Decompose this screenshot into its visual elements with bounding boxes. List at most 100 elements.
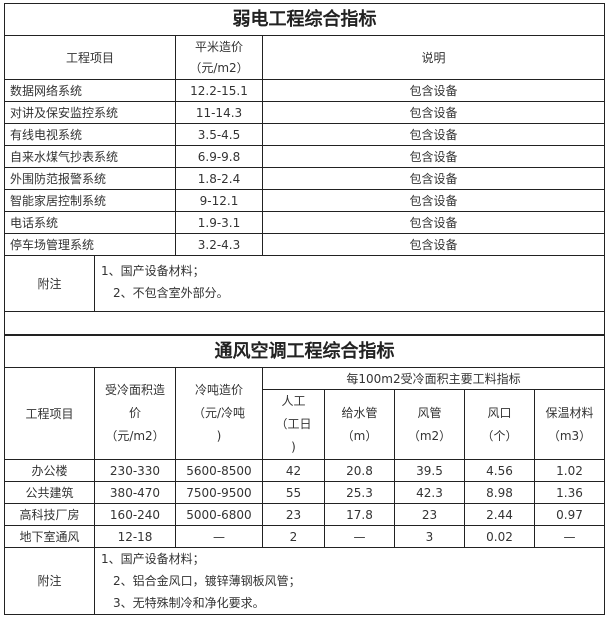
cell-area-price: 160-240 [94,503,176,526]
table-row: 有线电视系统 3.5-4.5 包含设备 [4,123,605,146]
table-row: 自来水煤气抄表系统 6.9-9.8 包含设备 [4,145,605,168]
cell-desc: 包含设备 [262,233,605,256]
cell-item: 办公楼 [4,459,95,482]
hvac-header-duct: 风管 （m2） [394,389,465,460]
weak-note-label: 附注 [4,255,95,312]
cell-price: 1.9-3.1 [175,211,263,234]
cell-labor: 2 [262,525,325,548]
hvac-header-group: 每100m2受冷面积主要工料指标 [262,367,605,390]
table-row: 地下室通风 12-18—2—3 0.02— [4,525,605,548]
cell-ton-price: 5600-8500 [175,459,263,482]
table-row: 办公楼 230-330 5600-8500 42 20.8 39.5 4.56 1.02 [4,459,605,482]
cell-labor: 42 [262,459,325,482]
cell-insul: 1.02 [534,459,605,482]
labor-l1: 人工 [281,394,306,408]
hvac-note-1: 1、国产设备材料； [101,552,205,566]
area-price-l2: 价 [128,406,141,420]
cell-desc: 包含设备 [262,123,605,146]
hvac-header-item: 工程项目 [4,367,95,460]
cell-desc: 包含设备 [262,211,605,234]
cell-price: 3.2-4.3 [175,233,263,256]
weak-note-2: 2、不包含室外部分。 [113,286,229,300]
table-row: 高科技厂房 160-240 5000-6800 23 17.8 23 2.44 0.97 [4,503,605,526]
weak-table-title: 弱电工程综合指标 [4,3,605,36]
cell-desc: 包含设备 [262,167,605,190]
cell-duct: 39.5 [394,459,465,482]
cell-water: 25.3 [324,481,395,504]
cell-desc: 包含设备 [262,101,605,124]
cell-item: 电话系统 [4,211,176,234]
duct-l1: 风管 [417,405,442,420]
cell-insul: — [534,525,605,548]
cell-price: 9-12.1 [175,189,263,212]
cell-duct: 42.3 [394,481,465,504]
cell-desc: 包含设备 [262,189,605,212]
cell-vent: 0.02 [464,525,535,548]
hvac-header-insul: 保温材料 （m3） [534,389,605,460]
ton-price-l2: （元/冷吨 [192,406,246,420]
vent-l1: 风口 [487,405,512,420]
header-price: 平米造价 （元/m2） [175,35,263,80]
cell-item: 智能家居控制系统 [4,189,176,212]
cell-item: 公共建筑 [4,481,95,504]
document: 弱电工程综合指标 工程项目 平米造价 （元/m2） 说明 数据网络系统 12.2-… [4,3,605,615]
table-row: 数据网络系统 12.2-15.1 包含设备 [4,79,605,102]
cell-insul: 0.97 [534,503,605,526]
cell-item: 停车场管理系统 [4,233,176,256]
cell-item: 对讲及保安监控系统 [4,101,176,124]
hvac-header-labor: 人工 （工日) [262,389,325,460]
labor-l3: ) [291,440,296,454]
labor-l2: （工日 [275,417,312,431]
cell-item: 数据网络系统 [4,79,176,102]
weak-current-table: 弱电工程综合指标 工程项目 平米造价 （元/m2） 说明 数据网络系统 12.2-… [4,3,605,335]
cell-labor: 23 [262,503,325,526]
cell-price: 1.8-2.4 [175,167,263,190]
cell-area-price: 12-18 [94,525,176,548]
cell-duct: 3 [394,525,465,548]
cell-item: 高科技厂房 [4,503,95,526]
hvac-notes: 1、国产设备材料； 2、铝合金风口，镀锌薄钢板风管； 3、无特殊制冷和净化要求。 [94,547,605,615]
water-l2: （m） [341,428,378,443]
spacer-row [4,311,605,335]
cell-ton-price: 5000-6800 [175,503,263,526]
cell-item: 有线电视系统 [4,123,176,146]
hvac-table-title: 通风空调工程综合指标 [4,335,605,368]
cell-item: 外围防范报警系统 [4,167,176,190]
cell-area-price: 230-330 [94,459,176,482]
ton-price-l1: 冷吨造价 [194,383,243,397]
header-item: 工程项目 [4,35,176,80]
cell-vent: 2.44 [464,503,535,526]
table-row: 智能家居控制系统 9-12.1 包含设备 [4,189,605,212]
area-price-l1: 受冷面积造 [104,383,165,397]
cell-desc: 包含设备 [262,79,605,102]
insul-l1: 保温材料 [545,405,594,420]
header-desc: 说明 [262,35,605,80]
area-price-l3: （元/m2） [105,429,165,443]
duct-l2: （m2） [407,428,452,443]
cell-water: 17.8 [324,503,395,526]
cell-price: 11-14.3 [175,101,263,124]
hvac-header-vent: 风口 （个） [464,389,535,460]
cell-ton-price: — [175,525,263,548]
hvac-header-water: 给水管 （m） [324,389,395,460]
hvac-header-area-price: 受冷面积造价 （元/m2） [94,367,176,460]
cell-water: — [324,525,395,548]
weak-notes: 1、国产设备材料； 2、不包含室外部分。 [94,255,605,312]
hvac-note-3: 3、无特殊制冷和净化要求。 [113,596,265,610]
cell-labor: 55 [262,481,325,504]
table-row: 公共建筑 380-470 7500-9500 55 25.3 42.3 8.98 1.36 [4,481,605,504]
table-row: 外围防范报警系统 1.8-2.4 包含设备 [4,167,605,190]
table-row: 对讲及保安监控系统 11-14.3 包含设备 [4,101,605,124]
hvac-note-2: 2、铝合金风口，镀锌薄钢板风管； [113,574,301,588]
hvac-note-label: 附注 [4,547,95,615]
cell-insul: 1.36 [534,481,605,504]
vent-l2: （个） [481,428,518,443]
insul-l2: （m3） [547,428,592,443]
cell-item: 自来水煤气抄表系统 [4,145,176,168]
table-row: 电话系统 1.9-3.1 包含设备 [4,211,605,234]
cell-ton-price: 7500-9500 [175,481,263,504]
cell-vent: 4.56 [464,459,535,482]
hvac-table: 通风空调工程综合指标 工程项目 受冷面积造价（元/m2） 冷吨造价 （元/冷吨) … [4,335,605,615]
water-l1: 给水管 [341,405,378,420]
table-row: 停车场管理系统 3.2-4.3 包含设备 [4,233,605,256]
